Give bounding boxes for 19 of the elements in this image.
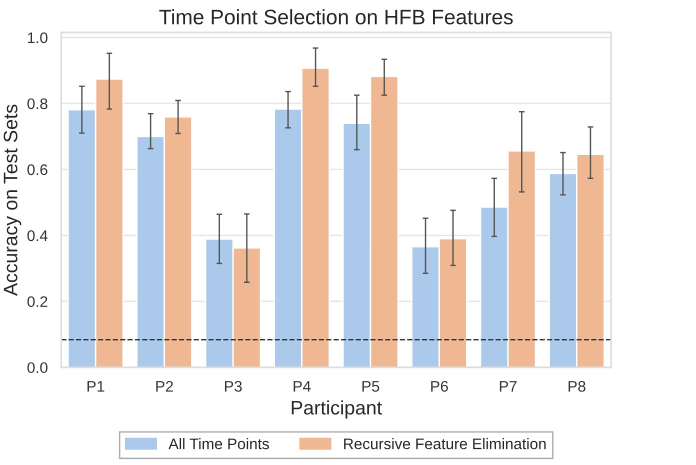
y-tick-label: 0.8 xyxy=(27,98,48,110)
x-tick-label: P2 xyxy=(156,380,173,392)
y-tick-label: 0.0 xyxy=(27,362,48,374)
legend-label: Recursive Feature Elimination xyxy=(344,438,546,450)
y-tick-label: 0.6 xyxy=(27,164,48,176)
legend-label: All Time Points xyxy=(168,438,269,450)
chart-title: Time Point Selection on HFB Features xyxy=(159,9,513,24)
x-tick-label: P5 xyxy=(362,381,380,392)
x-axis-title: Participant xyxy=(292,400,382,418)
x-tick-label: P8 xyxy=(568,380,586,392)
x-tick-label: P3 xyxy=(224,380,242,392)
x-tick-label: P4 xyxy=(294,381,311,392)
y-tick-label: 0.4 xyxy=(27,230,48,242)
y-tick-label: 0.2 xyxy=(27,296,48,308)
x-tick-label: P6 xyxy=(431,380,448,392)
x-tick-label: P1 xyxy=(88,381,104,392)
y-axis-title: Accuracy on Test Sets xyxy=(4,104,22,296)
y-tick-label: 1.0 xyxy=(28,32,48,44)
x-tick-label: P7 xyxy=(500,381,517,392)
